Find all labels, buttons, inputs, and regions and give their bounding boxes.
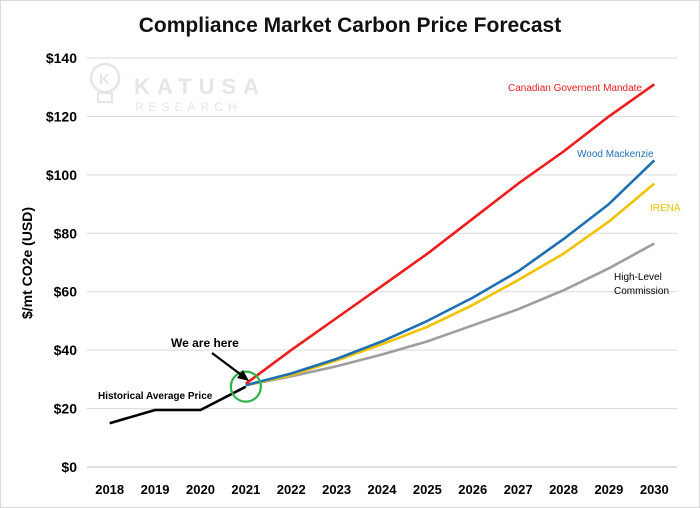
chart-title: Compliance Market Carbon Price Forecast bbox=[139, 14, 561, 37]
watermark: K KATUSA RESEARCH bbox=[89, 62, 266, 114]
we-are-here-arrowhead bbox=[237, 370, 249, 381]
y-tick-label: $100 bbox=[46, 167, 77, 183]
watermark-sub: RESEARCH bbox=[135, 100, 242, 114]
series-line-irena bbox=[245, 182, 656, 387]
y-tick-label: $80 bbox=[54, 225, 78, 241]
gridlines bbox=[87, 57, 677, 468]
y-tick-label: $60 bbox=[54, 284, 78, 300]
x-tick-label: 2023 bbox=[322, 482, 351, 497]
x-tick-label: 2025 bbox=[413, 482, 442, 497]
x-tick-label: 2020 bbox=[186, 482, 215, 497]
x-tick-label: 2028 bbox=[549, 482, 578, 497]
x-tick-label: 2027 bbox=[504, 482, 533, 497]
label-canadian-mandate: Canadian Governent Mandate bbox=[508, 83, 642, 94]
series-line-hlc bbox=[245, 242, 655, 387]
y-axis-label: $/mt CO2e (USD) bbox=[19, 207, 35, 319]
watermark-logo-base bbox=[97, 92, 113, 103]
label-we-are-here: We are here bbox=[171, 336, 239, 350]
y-tick-label: $40 bbox=[54, 342, 78, 358]
series-lines bbox=[109, 83, 656, 425]
y-tick-labels: $0 $20 $40 $60 $80 $100 $120 $140 bbox=[46, 50, 77, 475]
x-tick-label: 2021 bbox=[231, 482, 260, 497]
label-commission: Commission bbox=[614, 286, 669, 297]
series-line-canadian bbox=[245, 83, 656, 385]
y-tick-label: $140 bbox=[46, 50, 77, 66]
label-irena: IRENA bbox=[650, 203, 681, 214]
y-tick-label: $120 bbox=[46, 108, 77, 124]
x-tick-label: 2024 bbox=[368, 482, 398, 497]
y-tick-label: $0 bbox=[61, 459, 77, 475]
series-line-wood bbox=[245, 159, 656, 387]
we-are-here-circle bbox=[229, 370, 262, 403]
x-tick-label: 2022 bbox=[277, 482, 306, 497]
y-tick-label: $20 bbox=[54, 401, 78, 417]
x-tick-label: 2018 bbox=[95, 482, 124, 497]
current-marker bbox=[229, 370, 262, 403]
label-wood-mackenzie: Wood Mackenzie bbox=[577, 149, 654, 160]
label-high-level: High-Level bbox=[614, 272, 662, 283]
x-tick-label: 2029 bbox=[594, 482, 623, 497]
series-line-historical bbox=[109, 385, 247, 425]
label-historical-price: Historical Average Price bbox=[98, 391, 213, 402]
x-tick-label: 2030 bbox=[640, 482, 669, 497]
watermark-logo-letter: K bbox=[99, 71, 110, 88]
x-tick-label: 2019 bbox=[141, 482, 170, 497]
x-tick-label: 2026 bbox=[458, 482, 487, 497]
we-are-here-arrow bbox=[211, 352, 245, 378]
watermark-brand: KATUSA bbox=[134, 74, 266, 99]
x-tick-labels: 2018 2019 2020 2021 2022 2023 2024 2025 2026 2027… bbox=[95, 482, 669, 497]
